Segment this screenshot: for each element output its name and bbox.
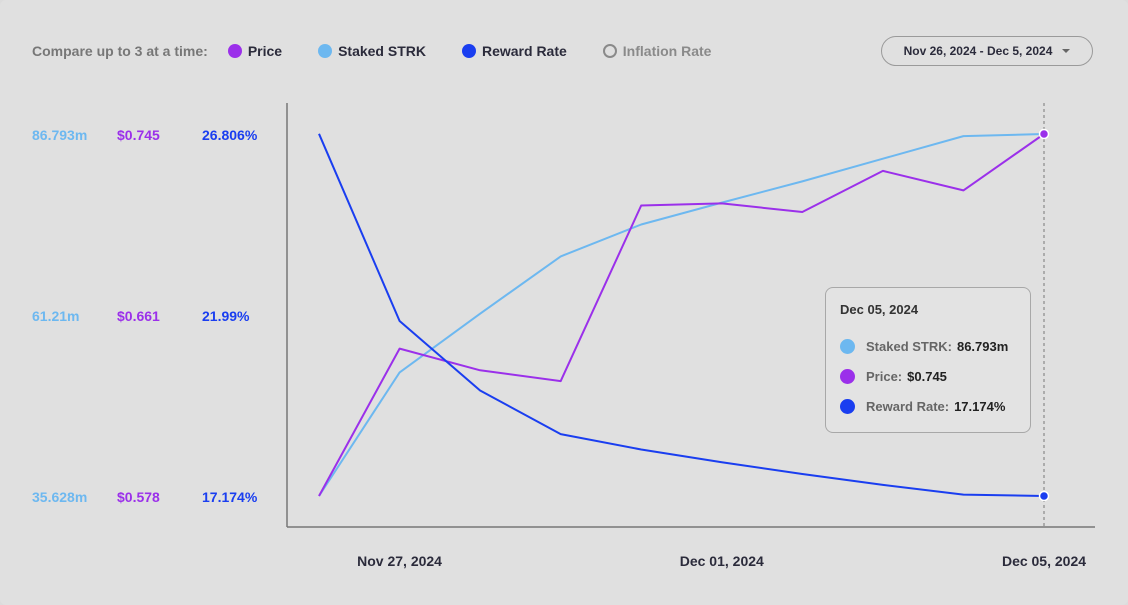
- staked-axis-max: 86.793m: [32, 127, 88, 143]
- legend-bar: Compare up to 3 at a time: Price Staked …: [32, 40, 747, 62]
- series-line-reward-rate[interactable]: [318, 133, 1045, 497]
- legend-label: Staked STRK: [338, 43, 426, 59]
- highlight-point-price: [1038, 128, 1050, 140]
- x-tick-label: Dec 01, 2024: [680, 553, 764, 569]
- legend-label: Reward Rate: [481, 43, 567, 59]
- tooltip-date: Dec 05, 2024: [840, 302, 919, 317]
- legend-label: Inflation Rate: [622, 43, 712, 59]
- reward-axis-min: 17.174%: [202, 489, 258, 505]
- tooltip-label: Reward Rate:: [866, 398, 950, 414]
- series-line-price[interactable]: [318, 133, 1045, 497]
- x-tick-label: Nov 27, 2024: [357, 553, 442, 569]
- x-tick-label: Dec 05, 2024: [1002, 553, 1086, 569]
- date-range-label: Nov 26, 2024 - Dec 5, 2024: [903, 44, 1053, 58]
- caret-down-icon: [1062, 49, 1071, 53]
- series-line-staked-strk[interactable]: [318, 133, 1045, 497]
- price-dot-icon: [227, 44, 242, 58]
- staked-axis-mid: 61.21m: [32, 308, 80, 324]
- inflation-circle-icon: [602, 44, 617, 58]
- price-dot-icon: [840, 368, 855, 384]
- reward-dot-icon: [840, 398, 855, 414]
- staked-axis-min: 35.628m: [32, 489, 88, 505]
- tooltip-label: Price:: [866, 368, 903, 384]
- tooltip-label: Staked STRK:: [866, 338, 952, 354]
- tooltip-row-price: Price: $0.745: [840, 361, 1030, 391]
- tooltip-row-reward: Reward Rate: 17.174%: [840, 391, 1030, 421]
- reward-axis-mid: 21.99%: [202, 308, 250, 324]
- legend-item-price[interactable]: Price: [227, 43, 283, 59]
- legend-item-staked-strk[interactable]: Staked STRK: [318, 43, 426, 59]
- hover-tooltip: Dec 05, 2024 Staked STRK: 86.793m Price:…: [825, 287, 1031, 433]
- staked-dot-icon: [318, 44, 333, 58]
- tooltip-value: $0.745: [907, 368, 947, 384]
- reward-dot-icon: [461, 44, 476, 58]
- legend-label: Price: [247, 43, 283, 59]
- price-axis-mid: $0.661: [117, 308, 160, 324]
- legend-item-reward-rate[interactable]: Reward Rate: [461, 43, 567, 59]
- highlight-point-reward-rate: [1038, 490, 1050, 502]
- legend-prefix: Compare up to 3 at a time:: [32, 43, 208, 59]
- tooltip-value: 86.793m: [956, 338, 1009, 354]
- reward-axis-max: 26.806%: [202, 127, 258, 143]
- date-range-select[interactable]: Nov 26, 2024 - Dec 5, 2024: [881, 36, 1093, 66]
- staked-dot-icon: [840, 338, 855, 354]
- tooltip-row-staked: Staked STRK: 86.793m: [840, 331, 1030, 361]
- legend-item-inflation-rate[interactable]: Inflation Rate: [602, 43, 712, 59]
- tooltip-value: 17.174%: [954, 398, 1006, 414]
- price-axis-max: $0.745: [117, 127, 160, 143]
- price-axis-min: $0.578: [117, 489, 160, 505]
